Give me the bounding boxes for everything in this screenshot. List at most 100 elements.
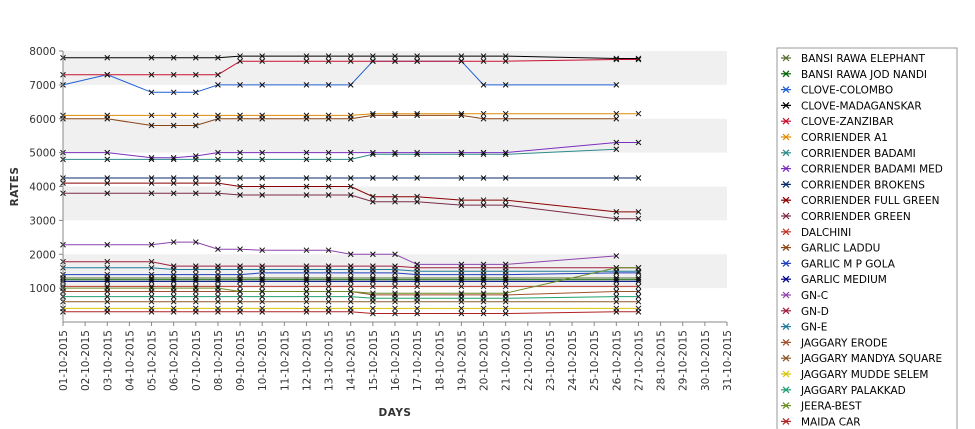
- data-point: [148, 285, 155, 291]
- data-point: [259, 82, 266, 88]
- x-tick-label: 07-10-2015: [191, 330, 203, 391]
- data-point: [613, 146, 620, 153]
- data-point: [259, 288, 266, 295]
- data-point: [215, 266, 221, 273]
- data-point: [148, 89, 155, 96]
- data-point: [148, 71, 155, 78]
- x-tick-label: 02-10-2015: [80, 330, 92, 391]
- data-point: [303, 175, 310, 181]
- x-tick-label: 26-10-2015: [611, 330, 623, 391]
- legend-label: CLOVE-COLOMBO: [801, 85, 893, 97]
- data-point: [414, 112, 420, 119]
- data-point: [458, 197, 465, 203]
- data-point: [613, 115, 620, 122]
- legend-label: JEERA-BEST: [800, 401, 862, 413]
- data-point: [303, 53, 310, 59]
- data-point: [480, 283, 487, 290]
- data-point: [458, 202, 465, 208]
- data-point: [347, 283, 354, 290]
- legend-marker: [782, 354, 790, 362]
- x-tick-label: 01-10-2015: [58, 330, 70, 391]
- data-point: [392, 310, 398, 317]
- data-point: [148, 264, 155, 271]
- data-point: [502, 310, 509, 317]
- data-point: [215, 298, 221, 305]
- data-point: [237, 175, 243, 181]
- data-point: [458, 295, 465, 302]
- data-point: [104, 293, 111, 300]
- data-point: [370, 251, 376, 258]
- data-point: [347, 288, 354, 295]
- data-point: [303, 115, 310, 122]
- x-tick-label: 11-10-2015: [279, 330, 291, 391]
- data-point: [303, 156, 310, 163]
- data-point: [104, 180, 111, 186]
- data-point: [170, 89, 177, 96]
- legend-label: CLOVE-MADAGANSKAR: [801, 100, 922, 112]
- data-point: [635, 293, 642, 300]
- data-point: [259, 183, 266, 190]
- data-point: [192, 180, 199, 186]
- data-point: [148, 271, 155, 278]
- data-point: [502, 53, 509, 59]
- legend-marker: [782, 291, 790, 299]
- data-point: [192, 112, 199, 119]
- data-point: [392, 283, 398, 290]
- legend-item-jeera-best: JEERA-BEST: [781, 401, 862, 413]
- data-point: [104, 190, 111, 197]
- data-point: [392, 193, 398, 200]
- x-tick-label: 22-10-2015: [523, 330, 535, 391]
- legend-label: GARLIC MEDIUM: [801, 274, 887, 286]
- data-point: [170, 71, 177, 78]
- data-point: [192, 298, 199, 305]
- x-tick-label: 28-10-2015: [656, 330, 668, 391]
- data-point: [480, 197, 487, 203]
- data-point: [325, 298, 332, 305]
- data-point: [303, 82, 310, 88]
- legend-item-jaggary-palakkad: JAGGARY PALAKKAD: [781, 385, 906, 397]
- x-tick-label: 27-10-2015: [633, 330, 645, 391]
- data-point: [325, 278, 332, 285]
- data-point: [370, 266, 376, 273]
- data-point: [613, 264, 620, 271]
- data-point: [414, 310, 420, 317]
- legend-label: JAGGARY MANDYA SQUARE: [800, 353, 942, 365]
- legend-marker: [782, 228, 790, 236]
- data-point: [613, 283, 620, 290]
- data-point: [237, 266, 243, 273]
- data-point: [325, 53, 332, 59]
- data-point: [414, 278, 420, 285]
- data-point: [215, 54, 221, 61]
- data-point: [148, 54, 155, 61]
- x-tick-label: 18-10-2015: [434, 330, 446, 391]
- legend-marker: [782, 275, 790, 283]
- data-point: [170, 266, 177, 273]
- legend-item-corriender-badami: CORRIENDER BADAMI: [781, 148, 916, 160]
- data-point: [347, 53, 354, 59]
- series-corriender-badami-med: [60, 139, 642, 161]
- data-point: [414, 295, 420, 302]
- data-point: [414, 198, 420, 205]
- y-tick-label: 1000: [29, 283, 56, 295]
- data-point: [148, 122, 155, 129]
- data-point: [259, 53, 266, 59]
- x-tick-label: 30-10-2015: [700, 330, 712, 391]
- data-point: [414, 58, 420, 65]
- data-point: [458, 268, 465, 275]
- data-point: [192, 271, 199, 278]
- x-tick-label: 20-10-2015: [479, 330, 491, 391]
- data-point: [325, 308, 332, 315]
- data-point: [347, 183, 354, 190]
- x-axis-title: DAYS: [378, 407, 411, 419]
- legend-item-bansi-rawa-jod-nandi: BANSI RAWA JOD NANDI: [781, 69, 927, 81]
- legend-item-garlic-m-p-gola: GARLIC M P GOLA: [781, 258, 896, 270]
- legend-item-dalchini: DALCHINI: [781, 227, 851, 239]
- data-point: [104, 308, 111, 315]
- data-point: [458, 278, 465, 285]
- data-point: [458, 283, 465, 290]
- series-clove-madaganskar: [60, 53, 642, 62]
- data-point: [502, 58, 509, 65]
- data-point: [347, 278, 354, 285]
- data-point: [502, 115, 509, 122]
- data-point: [215, 71, 221, 78]
